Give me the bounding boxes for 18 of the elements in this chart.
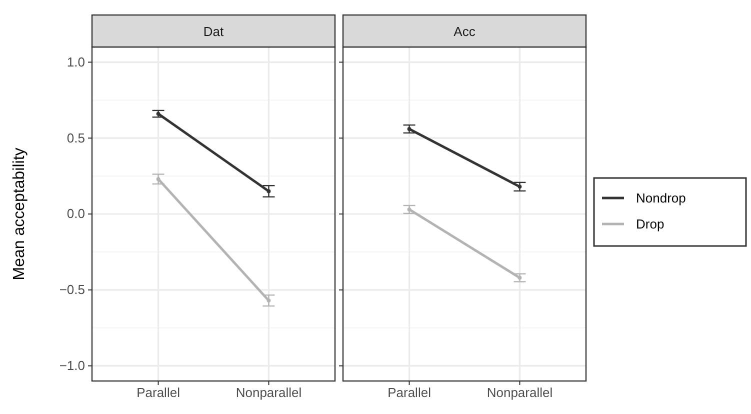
chart-title: Dat	[203, 24, 224, 39]
y-tick-label: 0.0	[66, 206, 85, 222]
point	[266, 298, 271, 302]
y-tick-label: −0.5	[59, 282, 85, 298]
y-tick-label: 1.0	[66, 54, 85, 70]
x-tick-label: Nonparallel	[486, 385, 553, 400]
point	[518, 184, 522, 189]
y-tick-label: −1.0	[59, 358, 85, 373]
point	[266, 189, 271, 194]
legend-label: Drop	[636, 216, 664, 232]
chart-title: Acc	[454, 24, 476, 39]
x-tick-label: Parallel	[388, 385, 432, 400]
x-tick-label: Nonparallel	[236, 385, 302, 400]
point	[156, 177, 160, 182]
x-tick-label: Parallel	[136, 385, 180, 400]
y-tick-label: 0.5	[66, 130, 85, 146]
y-axis-title: Mean acceptability	[11, 148, 28, 280]
legend-label: Nondrop	[636, 190, 686, 206]
